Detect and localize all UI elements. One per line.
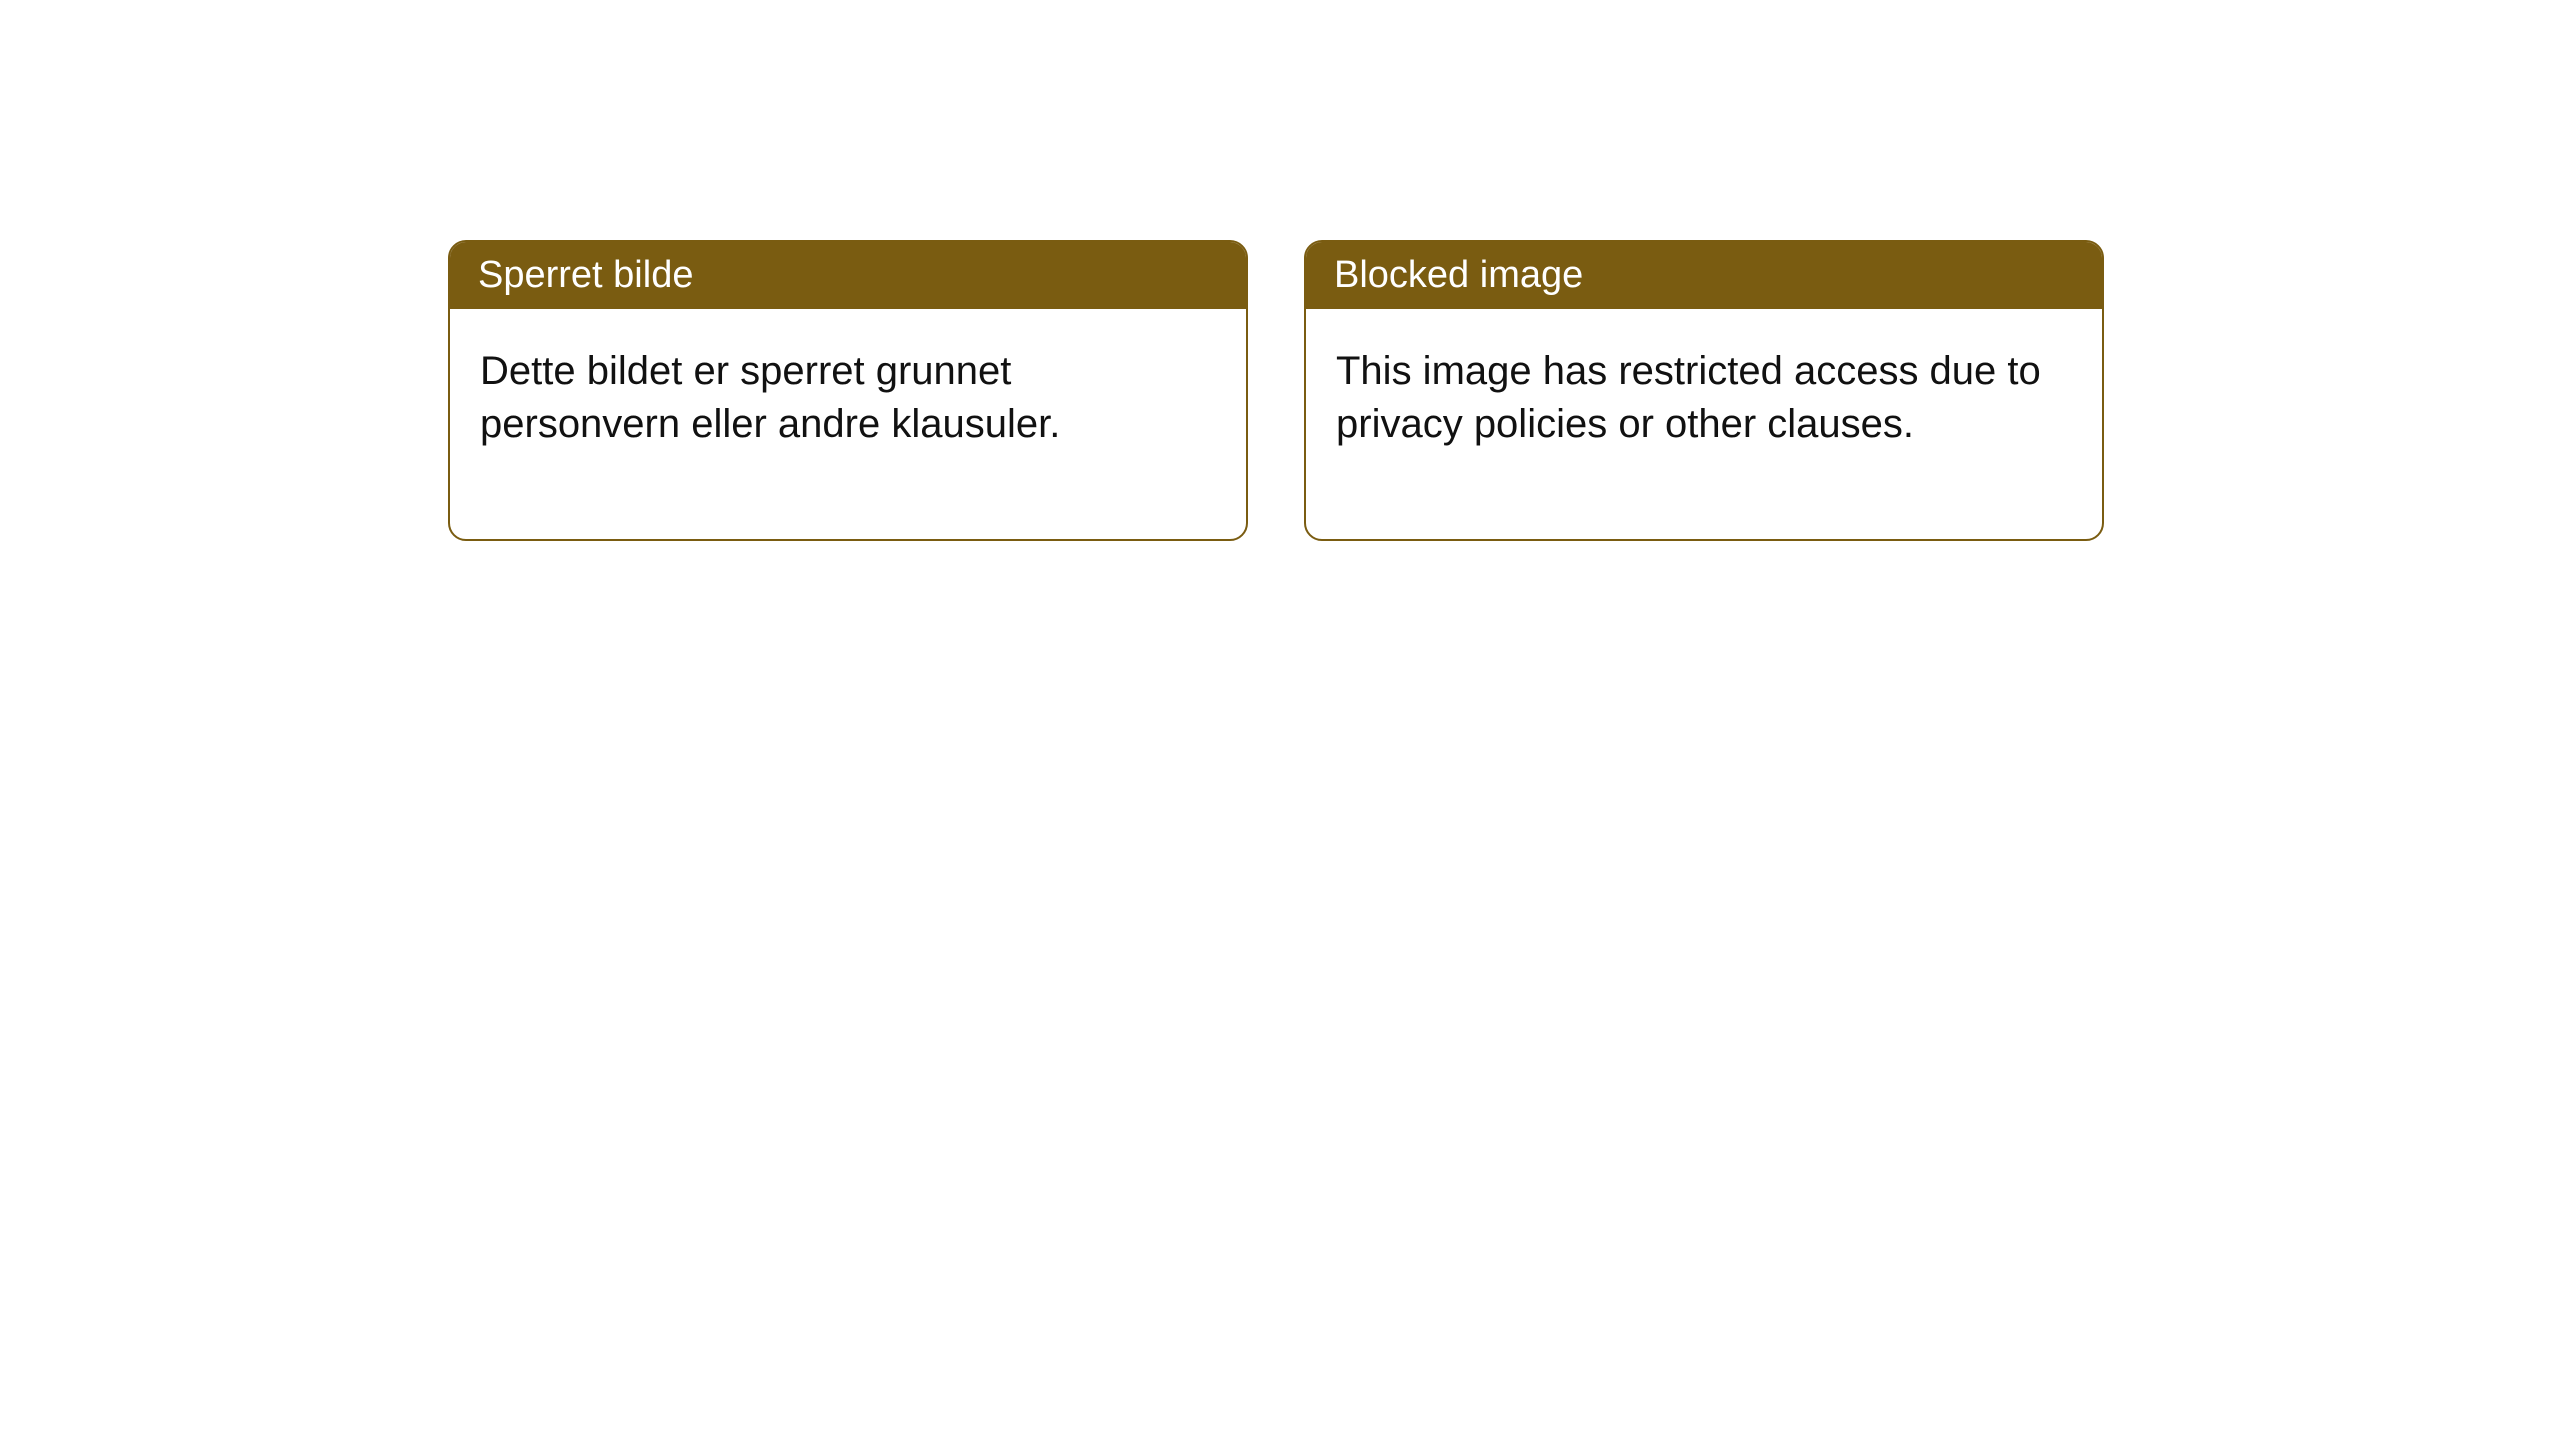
card-header-no: Sperret bilde [450, 242, 1246, 309]
blocked-image-card-no: Sperret bilde Dette bildet er sperret gr… [448, 240, 1248, 541]
card-container: Sperret bilde Dette bildet er sperret gr… [0, 0, 2560, 541]
blocked-image-card-en: Blocked image This image has restricted … [1304, 240, 2104, 541]
card-body-en: This image has restricted access due to … [1306, 309, 2102, 539]
card-header-en: Blocked image [1306, 242, 2102, 309]
card-body-no: Dette bildet er sperret grunnet personve… [450, 309, 1246, 539]
